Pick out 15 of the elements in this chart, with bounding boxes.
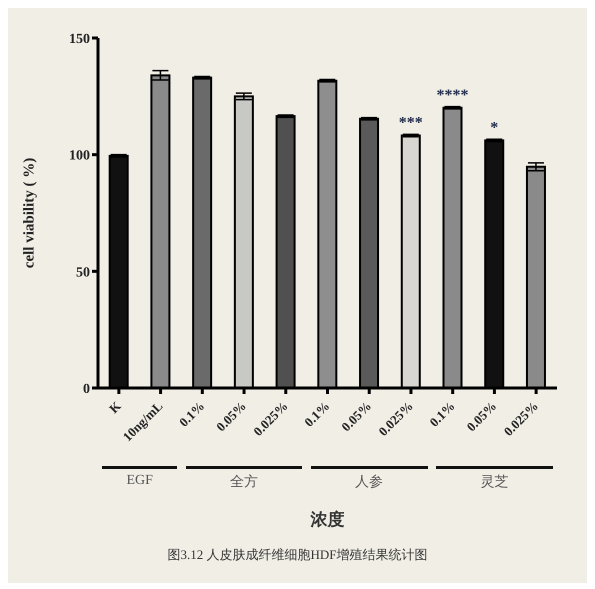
y-tick-label: 100 — [69, 148, 90, 164]
text: 灵芝 — [479, 474, 510, 491]
caption: 图3.12 人皮肤成纤维细胞HDF增殖结果统计图 — [166, 546, 428, 564]
x-tick-label: K — [106, 398, 124, 416]
data-label: **** — [436, 86, 468, 104]
x-axis-title: 浓度 — [310, 509, 346, 531]
data-label: * — [490, 119, 498, 136]
y-tick-label: 150 — [69, 32, 90, 47]
text: 全方 — [229, 473, 260, 491]
text: EGF — [125, 473, 154, 489]
text: 人参 — [354, 474, 384, 491]
y-tick-label: 50 — [76, 265, 90, 280]
y-axis-title: cell viability ( %) — [21, 158, 38, 268]
data-label: *** — [398, 114, 423, 132]
y-tick-label: 0 — [83, 382, 90, 397]
